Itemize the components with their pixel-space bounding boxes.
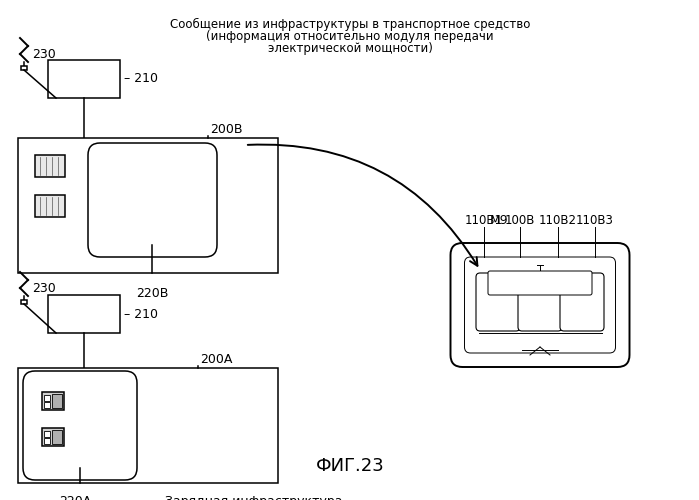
Text: 110B2: 110B2: [539, 214, 577, 227]
Text: – 210: – 210: [124, 72, 158, 86]
Text: 220B: 220B: [136, 287, 168, 300]
Bar: [44, 402, 50, 408]
FancyBboxPatch shape: [23, 371, 137, 480]
Bar: [44, 395, 50, 401]
Text: M9: M9: [490, 214, 509, 226]
Bar: [21, 66, 27, 70]
Text: Сообщение из инфраструктуры в транспортное средство: Сообщение из инфраструктуры в транспортн…: [170, 18, 530, 31]
Text: – 210: – 210: [124, 308, 158, 320]
Text: 220A: 220A: [59, 495, 91, 500]
Text: ФИГ.23: ФИГ.23: [316, 457, 384, 475]
Bar: [18, 138, 278, 273]
Bar: [52, 430, 62, 444]
FancyBboxPatch shape: [465, 257, 616, 353]
Text: 230: 230: [32, 48, 56, 60]
Bar: [48, 295, 120, 333]
FancyArrowPatch shape: [247, 144, 477, 266]
FancyBboxPatch shape: [88, 143, 217, 257]
Text: (информация относительно модуля передачи: (информация относительно модуля передачи: [206, 30, 493, 43]
Text: 100B: 100B: [505, 214, 535, 227]
Text: 230: 230: [32, 282, 56, 294]
FancyBboxPatch shape: [560, 273, 604, 331]
Bar: [44, 438, 50, 444]
Bar: [44, 431, 50, 437]
Bar: [52, 394, 62, 408]
Text: 110B1: 110B1: [465, 214, 503, 227]
Bar: [42, 428, 64, 446]
Bar: [42, 392, 64, 410]
Text: Зарядная инфраструктура: Зарядная инфраструктура: [165, 495, 343, 500]
Bar: [35, 155, 65, 177]
FancyBboxPatch shape: [518, 273, 562, 331]
Text: электрической мощности): электрической мощности): [268, 42, 433, 55]
Bar: [35, 195, 65, 217]
Bar: [18, 368, 278, 483]
Bar: [48, 60, 120, 98]
Text: 200A: 200A: [200, 353, 232, 366]
Text: 110B3: 110B3: [576, 214, 614, 227]
FancyBboxPatch shape: [476, 273, 520, 331]
Text: 200B: 200B: [210, 123, 243, 136]
FancyBboxPatch shape: [488, 271, 592, 295]
FancyBboxPatch shape: [450, 243, 630, 367]
Bar: [21, 300, 27, 304]
